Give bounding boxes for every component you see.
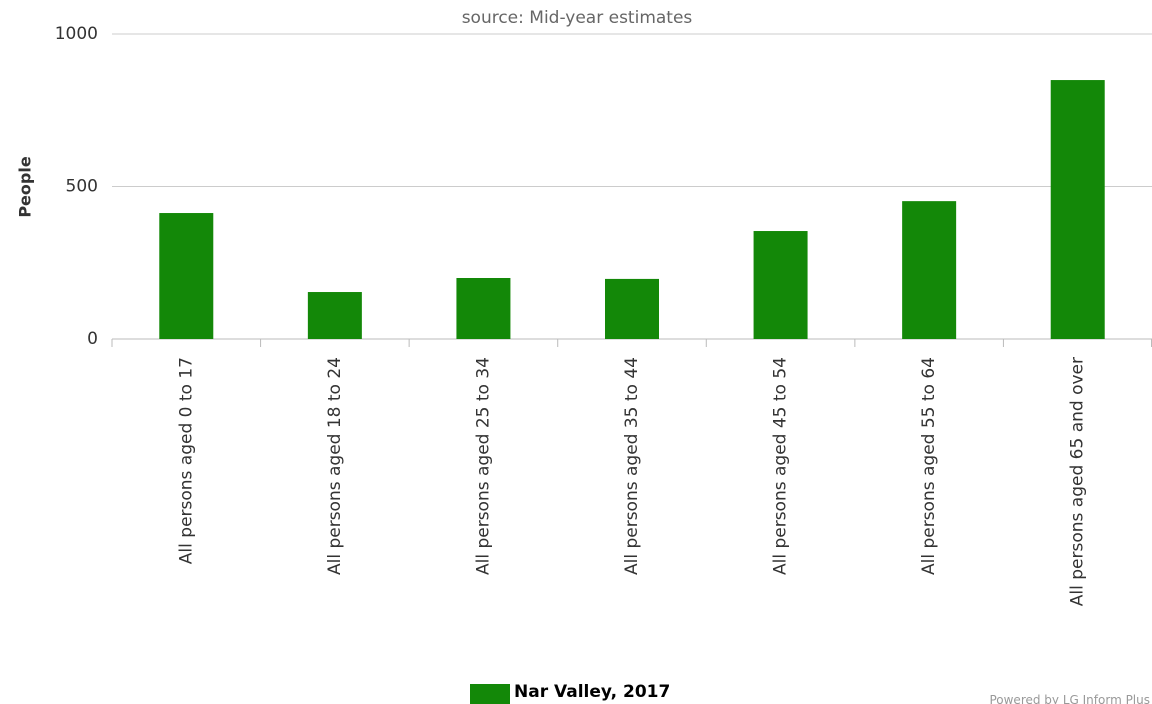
bar	[159, 213, 214, 339]
y-tick-label: 500	[66, 177, 98, 197]
x-tick-label: All persons aged 65 and over	[1068, 357, 1088, 606]
x-tick-label: All persons aged 25 to 34	[473, 357, 493, 575]
bar	[902, 201, 957, 339]
y-axis-label: People	[16, 156, 35, 218]
x-tick-label: All persons aged 55 to 64	[919, 357, 939, 575]
y-tick-label: 0	[87, 329, 98, 349]
bar	[605, 278, 659, 339]
bar	[1050, 80, 1105, 340]
x-tick-label: All persons aged 18 to 24	[325, 357, 345, 575]
legend-label: Nar Valley, 2017	[514, 682, 670, 702]
chart-subtitle: source: Mid-year estimates	[462, 8, 693, 28]
x-tick-label: All persons aged 45 to 54	[771, 357, 791, 575]
x-tick-label: All persons aged 35 to 44	[622, 357, 642, 575]
credit: Powered by LG Inform Plus	[989, 693, 1150, 704]
y-tick-label: 1000	[55, 24, 98, 44]
bar	[753, 231, 808, 339]
legend-swatch	[470, 684, 510, 704]
x-tick-label: All persons aged 0 to 17	[176, 357, 196, 564]
bar	[456, 278, 511, 339]
bar	[307, 292, 362, 339]
